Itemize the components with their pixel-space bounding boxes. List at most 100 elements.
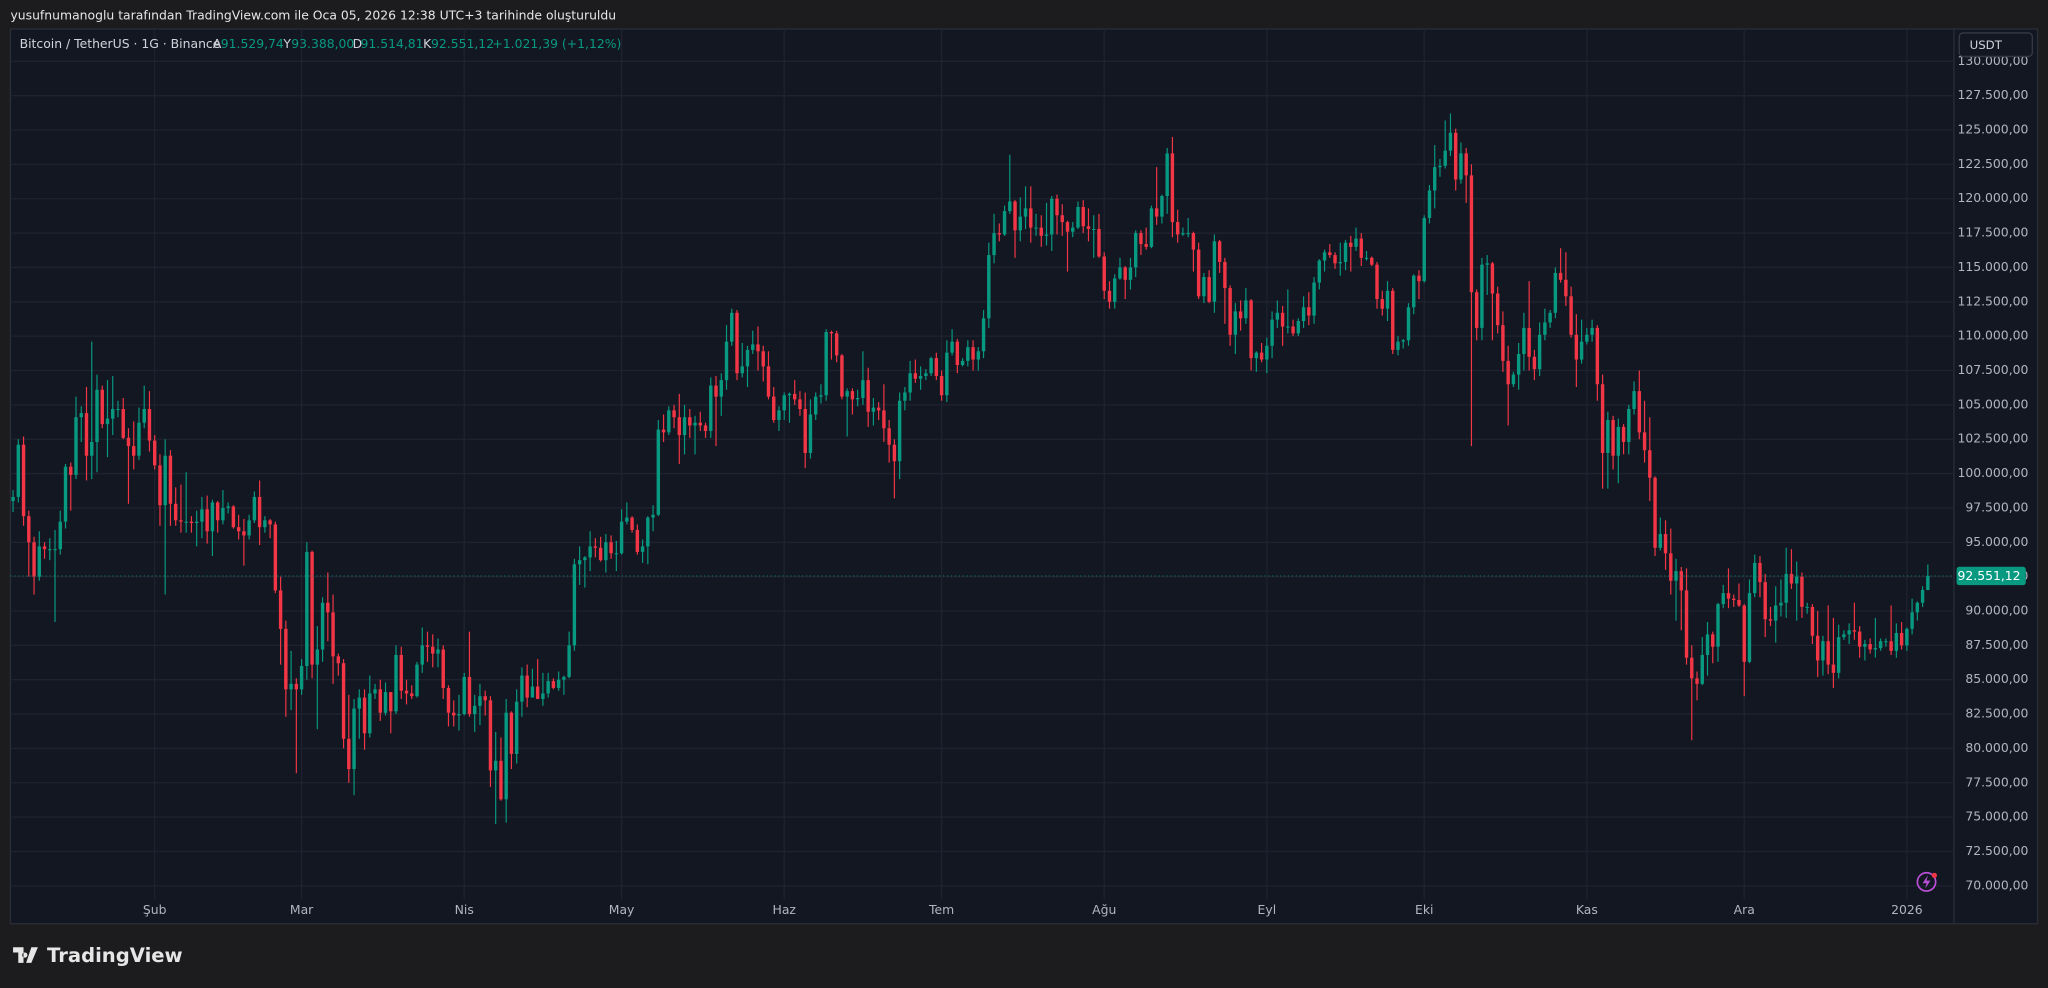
candle-body xyxy=(189,521,194,524)
y-tick-label: 82.500,00 xyxy=(1965,706,2028,721)
x-tick-label: Eyl xyxy=(1258,902,1277,917)
candle-body xyxy=(1186,233,1190,235)
candle-body xyxy=(126,437,131,447)
candle-body xyxy=(158,465,162,506)
candle-body xyxy=(200,509,204,522)
candle-body xyxy=(1212,241,1217,302)
candle-body xyxy=(111,408,115,419)
candle-body xyxy=(1055,198,1059,216)
candle-body xyxy=(48,549,52,551)
candle-body xyxy=(1721,593,1725,605)
candle-body xyxy=(1354,238,1358,247)
candle-body xyxy=(1254,352,1259,359)
candle-body xyxy=(677,417,682,436)
candle-body xyxy=(284,628,288,690)
candle-body xyxy=(1139,233,1143,245)
y-tick-label: 122.500,00 xyxy=(1957,156,2028,171)
candle-body xyxy=(882,410,886,429)
currency-button[interactable]: USDT xyxy=(1958,32,2033,58)
x-tick-label: Ara xyxy=(1734,902,1755,917)
candle-body xyxy=(1800,576,1804,607)
candle-body xyxy=(1857,631,1862,647)
candle-body xyxy=(1884,641,1888,643)
candle-body xyxy=(252,496,257,521)
candle-body xyxy=(1359,238,1363,258)
candle-body xyxy=(724,341,729,381)
candle-body xyxy=(672,410,676,418)
candle-body xyxy=(541,693,545,699)
x-tick-label: May xyxy=(609,902,635,917)
candle-body xyxy=(326,602,330,613)
candle-body xyxy=(1029,208,1033,228)
alert-icon[interactable] xyxy=(1916,871,1937,892)
legend: Bitcoin / TetherUS · 1G · Binance A 91.5… xyxy=(20,36,622,51)
candle-body xyxy=(1501,325,1505,361)
candle-body xyxy=(1039,227,1043,236)
candle-body xyxy=(861,380,865,398)
candle-body xyxy=(987,255,991,319)
candle-body xyxy=(897,400,902,462)
candle-body xyxy=(95,389,99,442)
candle-body xyxy=(562,676,566,680)
candle-body xyxy=(1926,575,1930,590)
high-label: Y xyxy=(282,36,291,51)
candle-body xyxy=(1076,206,1080,228)
y-tick-label: 72.500,00 xyxy=(1965,843,2028,858)
candle-body xyxy=(1217,241,1222,262)
candle-body xyxy=(263,520,267,528)
candle-body xyxy=(1611,419,1615,456)
candle-body xyxy=(876,407,881,411)
candle-body xyxy=(74,417,78,475)
y-tick-label: 90.000,00 xyxy=(1965,603,2028,618)
candle-body xyxy=(556,679,561,688)
candle-body xyxy=(1690,657,1694,679)
top-bar-text: yusufnumanoglu tarafından TradingView.co… xyxy=(10,7,616,22)
candle-body xyxy=(1097,228,1101,257)
candle-body xyxy=(410,693,414,697)
candle-body xyxy=(824,332,828,396)
y-tick-label: 120.000,00 xyxy=(1957,190,2028,205)
candle-body xyxy=(892,444,897,462)
chart-panel xyxy=(9,28,2039,925)
candle-body xyxy=(1317,260,1322,283)
candle-body xyxy=(1081,206,1085,227)
candle-body xyxy=(1259,352,1264,360)
candle-body xyxy=(493,760,498,771)
candle-body xyxy=(415,664,419,697)
candle-body xyxy=(1815,635,1820,661)
candle-body xyxy=(1516,354,1521,375)
candle-body xyxy=(1380,299,1384,309)
last-price-label: 92.551,12 xyxy=(1958,568,2021,583)
candle-body xyxy=(1107,290,1112,302)
y-tick-label: 77.500,00 xyxy=(1965,774,2028,789)
candle-body xyxy=(1868,643,1872,650)
candle-body xyxy=(787,393,792,396)
candle-body xyxy=(457,714,461,716)
candle-body xyxy=(698,422,702,426)
candle-body xyxy=(1784,573,1788,603)
y-tick-label: 95.000,00 xyxy=(1965,534,2028,549)
candle-body xyxy=(1181,233,1185,235)
y-tick-label: 125.000,00 xyxy=(1957,122,2028,137)
candle-body xyxy=(499,760,503,800)
candle-body xyxy=(1474,292,1479,328)
candle-body xyxy=(1632,391,1636,409)
candle-body xyxy=(1821,641,1825,661)
currency-button-box[interactable] xyxy=(1958,32,2033,58)
candle-body xyxy=(116,408,120,411)
currency-button-label[interactable]: USDT xyxy=(1970,38,2003,52)
candle-body xyxy=(1826,641,1830,665)
alert-icon-bolt[interactable] xyxy=(1922,875,1931,889)
candle-body xyxy=(1113,278,1117,302)
candle-body xyxy=(992,233,996,256)
y-tick-label: 107.500,00 xyxy=(1957,362,2028,377)
candle-body xyxy=(1165,153,1169,196)
candle-body xyxy=(1485,263,1489,265)
candle-body xyxy=(688,417,692,426)
candle-body xyxy=(357,697,361,709)
candle-body xyxy=(551,681,556,688)
candles xyxy=(10,113,1954,825)
alert-icon-ring[interactable] xyxy=(1916,871,1937,892)
candle-body xyxy=(1443,150,1447,166)
candle-body xyxy=(1789,573,1794,584)
